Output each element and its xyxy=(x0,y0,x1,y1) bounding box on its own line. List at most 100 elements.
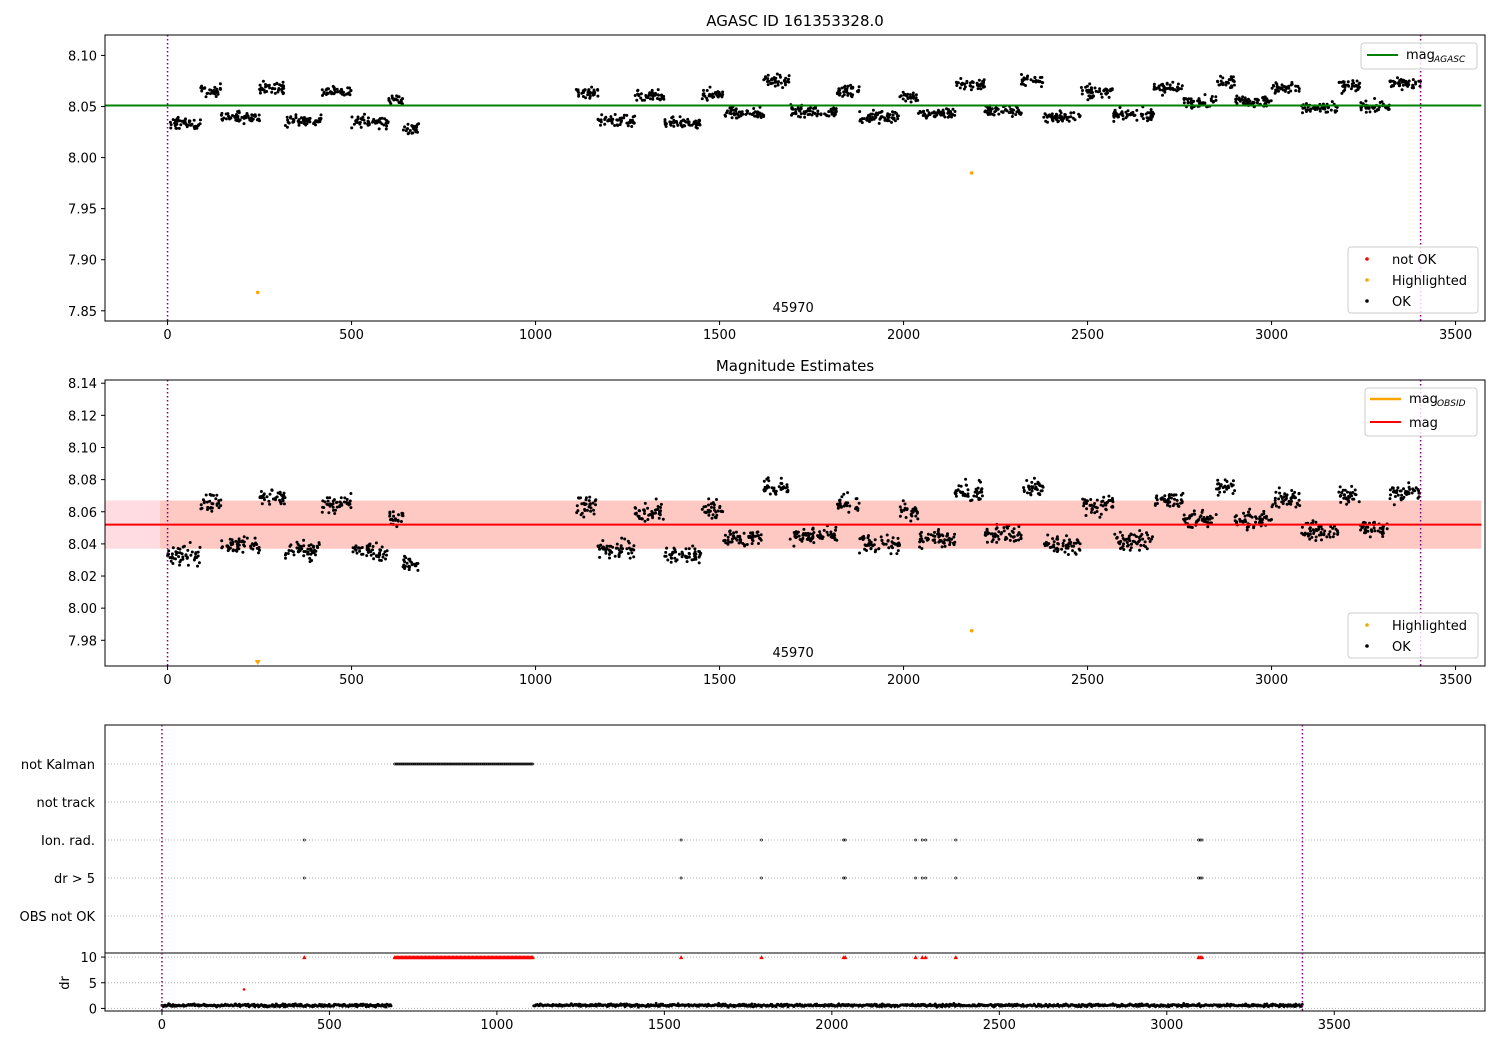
data-point xyxy=(1055,535,1059,539)
data-point xyxy=(576,89,580,93)
data-point xyxy=(270,90,274,94)
data-point xyxy=(985,540,989,544)
data-point xyxy=(895,114,899,118)
data-point xyxy=(1346,490,1349,494)
flag-point xyxy=(433,762,437,766)
data-point xyxy=(1041,484,1044,488)
data-point xyxy=(664,125,668,128)
data-point xyxy=(1155,494,1159,498)
data-point xyxy=(1022,488,1026,492)
data-point xyxy=(402,565,406,569)
data-point xyxy=(399,520,403,523)
data-point xyxy=(1270,86,1274,90)
flag-point xyxy=(441,762,445,766)
data-point xyxy=(1095,510,1099,513)
data-point xyxy=(285,115,289,119)
data-point xyxy=(933,538,936,542)
data-point xyxy=(1332,532,1336,536)
data-point xyxy=(241,550,245,554)
data-point xyxy=(980,494,984,498)
data-point xyxy=(200,89,204,93)
data-point xyxy=(1017,531,1021,535)
data-point xyxy=(1152,82,1156,86)
data-point xyxy=(646,518,650,521)
data-point xyxy=(258,88,262,92)
data-point xyxy=(282,494,286,498)
data-point xyxy=(1165,499,1169,502)
data-point xyxy=(231,542,235,546)
data-point xyxy=(1314,539,1318,542)
data-point xyxy=(1416,496,1420,500)
data-point xyxy=(1343,85,1347,89)
data-point xyxy=(687,120,691,124)
data-point xyxy=(703,94,707,98)
data-point xyxy=(282,491,286,495)
data-point xyxy=(697,120,701,124)
data-point xyxy=(598,547,602,551)
data-point xyxy=(1171,80,1175,84)
data-point xyxy=(618,123,622,127)
data-point xyxy=(728,530,732,533)
data-point xyxy=(1055,113,1059,117)
data-point xyxy=(1135,535,1138,539)
data-point xyxy=(737,115,741,119)
data-point xyxy=(1122,548,1126,551)
data-point xyxy=(1100,500,1104,504)
flag-point xyxy=(499,762,503,766)
data-point xyxy=(903,502,907,506)
data-point xyxy=(1290,499,1293,503)
data-point xyxy=(630,125,634,128)
data-point xyxy=(336,90,340,94)
data-point xyxy=(779,481,783,485)
data-point xyxy=(237,539,241,543)
data-point xyxy=(846,491,850,495)
data-point xyxy=(1282,495,1286,499)
data-point xyxy=(1019,533,1023,537)
data-point xyxy=(385,124,389,128)
data-point xyxy=(355,551,359,555)
data-point xyxy=(1182,101,1186,105)
data-point xyxy=(1006,526,1009,530)
data-point xyxy=(189,553,193,557)
flag-point xyxy=(523,762,527,766)
data-point xyxy=(1414,82,1418,86)
data-point xyxy=(1071,549,1075,553)
data-point xyxy=(208,499,212,503)
flag-point xyxy=(530,762,533,766)
flag-point xyxy=(393,762,397,766)
data-point xyxy=(1408,487,1412,491)
data-point xyxy=(829,108,833,111)
data-point xyxy=(854,497,858,501)
data-point xyxy=(866,536,870,540)
data-point xyxy=(1154,87,1158,91)
data-point xyxy=(820,537,824,541)
data-point xyxy=(331,84,335,88)
data-point xyxy=(190,550,194,554)
data-point xyxy=(1168,493,1171,497)
data-point xyxy=(1157,85,1161,89)
data-point xyxy=(1034,79,1038,83)
data-point xyxy=(779,81,783,85)
data-point xyxy=(1400,88,1404,92)
data-point xyxy=(812,107,815,110)
data-point xyxy=(732,112,736,115)
data-point xyxy=(806,531,810,535)
data-point xyxy=(1107,494,1111,498)
x-tick-label: 3000 xyxy=(1255,673,1288,688)
legend-mag-agasc-sub: AGASC xyxy=(1433,55,1466,65)
data-point xyxy=(976,486,980,490)
data-point xyxy=(332,92,336,96)
dr-point xyxy=(654,1001,658,1005)
data-point xyxy=(1007,111,1011,115)
data-point xyxy=(666,558,670,562)
data-point xyxy=(975,492,979,496)
data-point xyxy=(416,568,420,572)
data-point xyxy=(619,118,623,122)
dr-point xyxy=(246,1002,250,1006)
data-point xyxy=(707,94,711,98)
flag-point xyxy=(458,762,462,766)
data-point xyxy=(199,503,203,507)
data-point xyxy=(1361,102,1365,106)
data-point xyxy=(1243,514,1247,518)
data-point xyxy=(816,109,820,113)
